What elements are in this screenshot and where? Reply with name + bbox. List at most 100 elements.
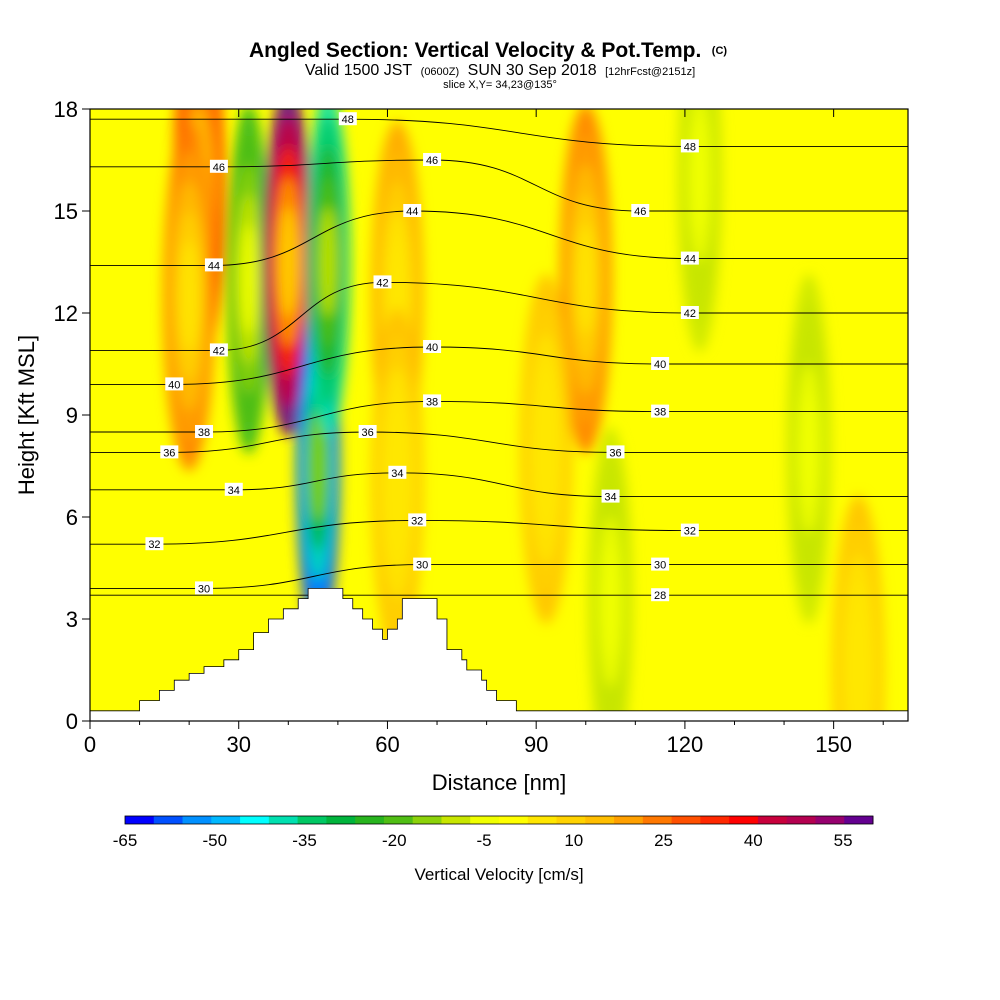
contour-label-text: 32 bbox=[148, 539, 160, 551]
contour-label: 38 bbox=[651, 404, 670, 419]
contour-label-bg bbox=[408, 513, 427, 527]
contour-label-bg bbox=[651, 588, 670, 602]
colorbar-swatch bbox=[412, 816, 442, 824]
y-axis: 0 3 6 9 12 15 18 bbox=[54, 97, 90, 734]
colorbar-ticks: -65 -50 -35 -20 -5 10 25 40 55 bbox=[113, 831, 853, 850]
contour-label: 28 bbox=[651, 588, 670, 602]
contour-label-text: 40 bbox=[654, 359, 666, 371]
colorbar-tick-label: -50 bbox=[202, 831, 227, 850]
contour-label: 36 bbox=[606, 445, 625, 459]
contour-label-bg bbox=[413, 557, 432, 571]
contour-label: 46 bbox=[209, 159, 228, 174]
contour-label-bg bbox=[403, 204, 422, 217]
contour-label-bg bbox=[358, 425, 377, 438]
y-axis-label: Height [Kft MSL] bbox=[14, 335, 39, 495]
contour-label: 32 bbox=[408, 513, 427, 527]
x-tick-label: 150 bbox=[815, 732, 852, 757]
subtitle-valid: Valid 1500 JST bbox=[305, 62, 413, 79]
contour-label: 32 bbox=[145, 537, 164, 551]
theta-contour-44 bbox=[90, 210, 908, 266]
contour-label-bg bbox=[601, 489, 620, 503]
contour-label-text: 38 bbox=[654, 407, 666, 419]
subtitle-forecast: [12hrFcst@2151z] bbox=[605, 66, 695, 78]
contour-label: 30 bbox=[413, 557, 432, 572]
contour-label-text: 46 bbox=[426, 155, 438, 167]
contour-label: 34 bbox=[388, 465, 407, 480]
contour-label: 38 bbox=[195, 425, 214, 439]
colorbar-swatch bbox=[211, 816, 241, 824]
contour-label: 40 bbox=[651, 357, 670, 371]
subtitle-date: SUN 30 Sep 2018 bbox=[468, 62, 597, 79]
theta-contour-48 bbox=[90, 118, 908, 147]
chart-slice-info: slice X,Y= 34,23@135° bbox=[443, 79, 557, 91]
colorbar-swatch bbox=[585, 816, 615, 824]
chart-title-main: Angled Section: Vertical Velocity & Pot.… bbox=[249, 39, 701, 62]
colorbar-frame bbox=[124, 815, 874, 825]
vv-feature-downdraft bbox=[308, 411, 328, 521]
theta-contour-42 bbox=[90, 281, 908, 351]
contour-label-text: 30 bbox=[416, 560, 428, 572]
chart-subtitle: Valid 1500 JST (0600Z) SUN 30 Sep 2018 [… bbox=[305, 62, 695, 79]
x-tick-label: 120 bbox=[667, 732, 704, 757]
contour-label-text: 44 bbox=[684, 254, 696, 266]
y-tick-label: 9 bbox=[66, 403, 78, 428]
colorbar-swatch bbox=[786, 816, 816, 824]
vv-feature-updraft bbox=[179, 241, 200, 351]
colorbar-swatch bbox=[815, 816, 845, 824]
contour-label: 44 bbox=[403, 204, 422, 218]
contour-label-bg bbox=[423, 153, 442, 166]
contour-label-text: 28 bbox=[654, 590, 666, 602]
vv-feature-downdraft bbox=[239, 224, 258, 334]
theta-contour-38 bbox=[90, 400, 908, 433]
contour-label: 34 bbox=[224, 482, 243, 497]
x-axis: 0 30 60 90 120 150 bbox=[84, 109, 884, 757]
contour-labels: 48 48 46 46 46 44 44 44 42 42 42 40 40 40 38 38 38 36 36 36… bbox=[145, 112, 699, 602]
chart-title: Angled Section: Vertical Velocity & Pot.… bbox=[249, 39, 727, 62]
contour-label: 44 bbox=[204, 258, 223, 272]
colorbar-swatch bbox=[240, 816, 270, 824]
contour-label-text: 32 bbox=[684, 526, 696, 538]
y-tick-label: 3 bbox=[66, 607, 78, 632]
colorbar-swatch bbox=[182, 816, 212, 824]
contour-label-bg bbox=[680, 523, 699, 537]
colorbar-tick-label: -20 bbox=[382, 831, 407, 850]
contour-label: 36 bbox=[358, 425, 377, 439]
colorbar-swatch bbox=[355, 816, 385, 824]
contour-label-bg bbox=[224, 482, 243, 496]
colorbar-swatch bbox=[844, 816, 874, 824]
vv-feature-updraft bbox=[387, 428, 408, 538]
contour-label-text: 48 bbox=[684, 141, 696, 153]
colorbar-label: Vertical Velocity [cm/s] bbox=[414, 865, 583, 884]
vv-feature-downdraft bbox=[799, 394, 819, 504]
contour-label: 42 bbox=[373, 275, 392, 289]
y-tick-label: 15 bbox=[54, 199, 78, 224]
colorbar-tick-label: -5 bbox=[476, 831, 491, 850]
contour-label-bg bbox=[209, 343, 228, 357]
colorbar-tick-label: 40 bbox=[744, 831, 763, 850]
contour-label-text: 30 bbox=[654, 560, 666, 572]
contour-label-bg bbox=[606, 445, 625, 459]
contour-label-text: 44 bbox=[208, 260, 220, 272]
contour-label: 44 bbox=[680, 251, 699, 266]
vv-feature-updraft bbox=[848, 615, 869, 721]
vv-feature-downdraft bbox=[318, 207, 338, 317]
contour-label-text: 34 bbox=[228, 485, 240, 497]
contour-label-bg bbox=[145, 537, 164, 551]
colorbar-swatch bbox=[441, 816, 471, 824]
vv-feature-updraft bbox=[536, 394, 557, 504]
contour-label-text: 38 bbox=[426, 396, 438, 408]
contour-label: 34 bbox=[601, 489, 620, 504]
contour-label-bg bbox=[423, 394, 442, 408]
contour-label-bg bbox=[204, 258, 223, 272]
contour-label-bg bbox=[165, 377, 184, 391]
colorbar-tick-label: 25 bbox=[654, 831, 673, 850]
contour-label-text: 46 bbox=[634, 206, 646, 218]
contour-label-bg bbox=[209, 159, 228, 173]
contour-label: 30 bbox=[651, 557, 670, 572]
colorbar-swatch bbox=[700, 816, 730, 824]
contour-label-bg bbox=[631, 204, 650, 217]
contour-label: 48 bbox=[338, 112, 357, 126]
chart-title-unit: (C) bbox=[712, 45, 728, 57]
x-tick-label: 30 bbox=[226, 732, 250, 757]
